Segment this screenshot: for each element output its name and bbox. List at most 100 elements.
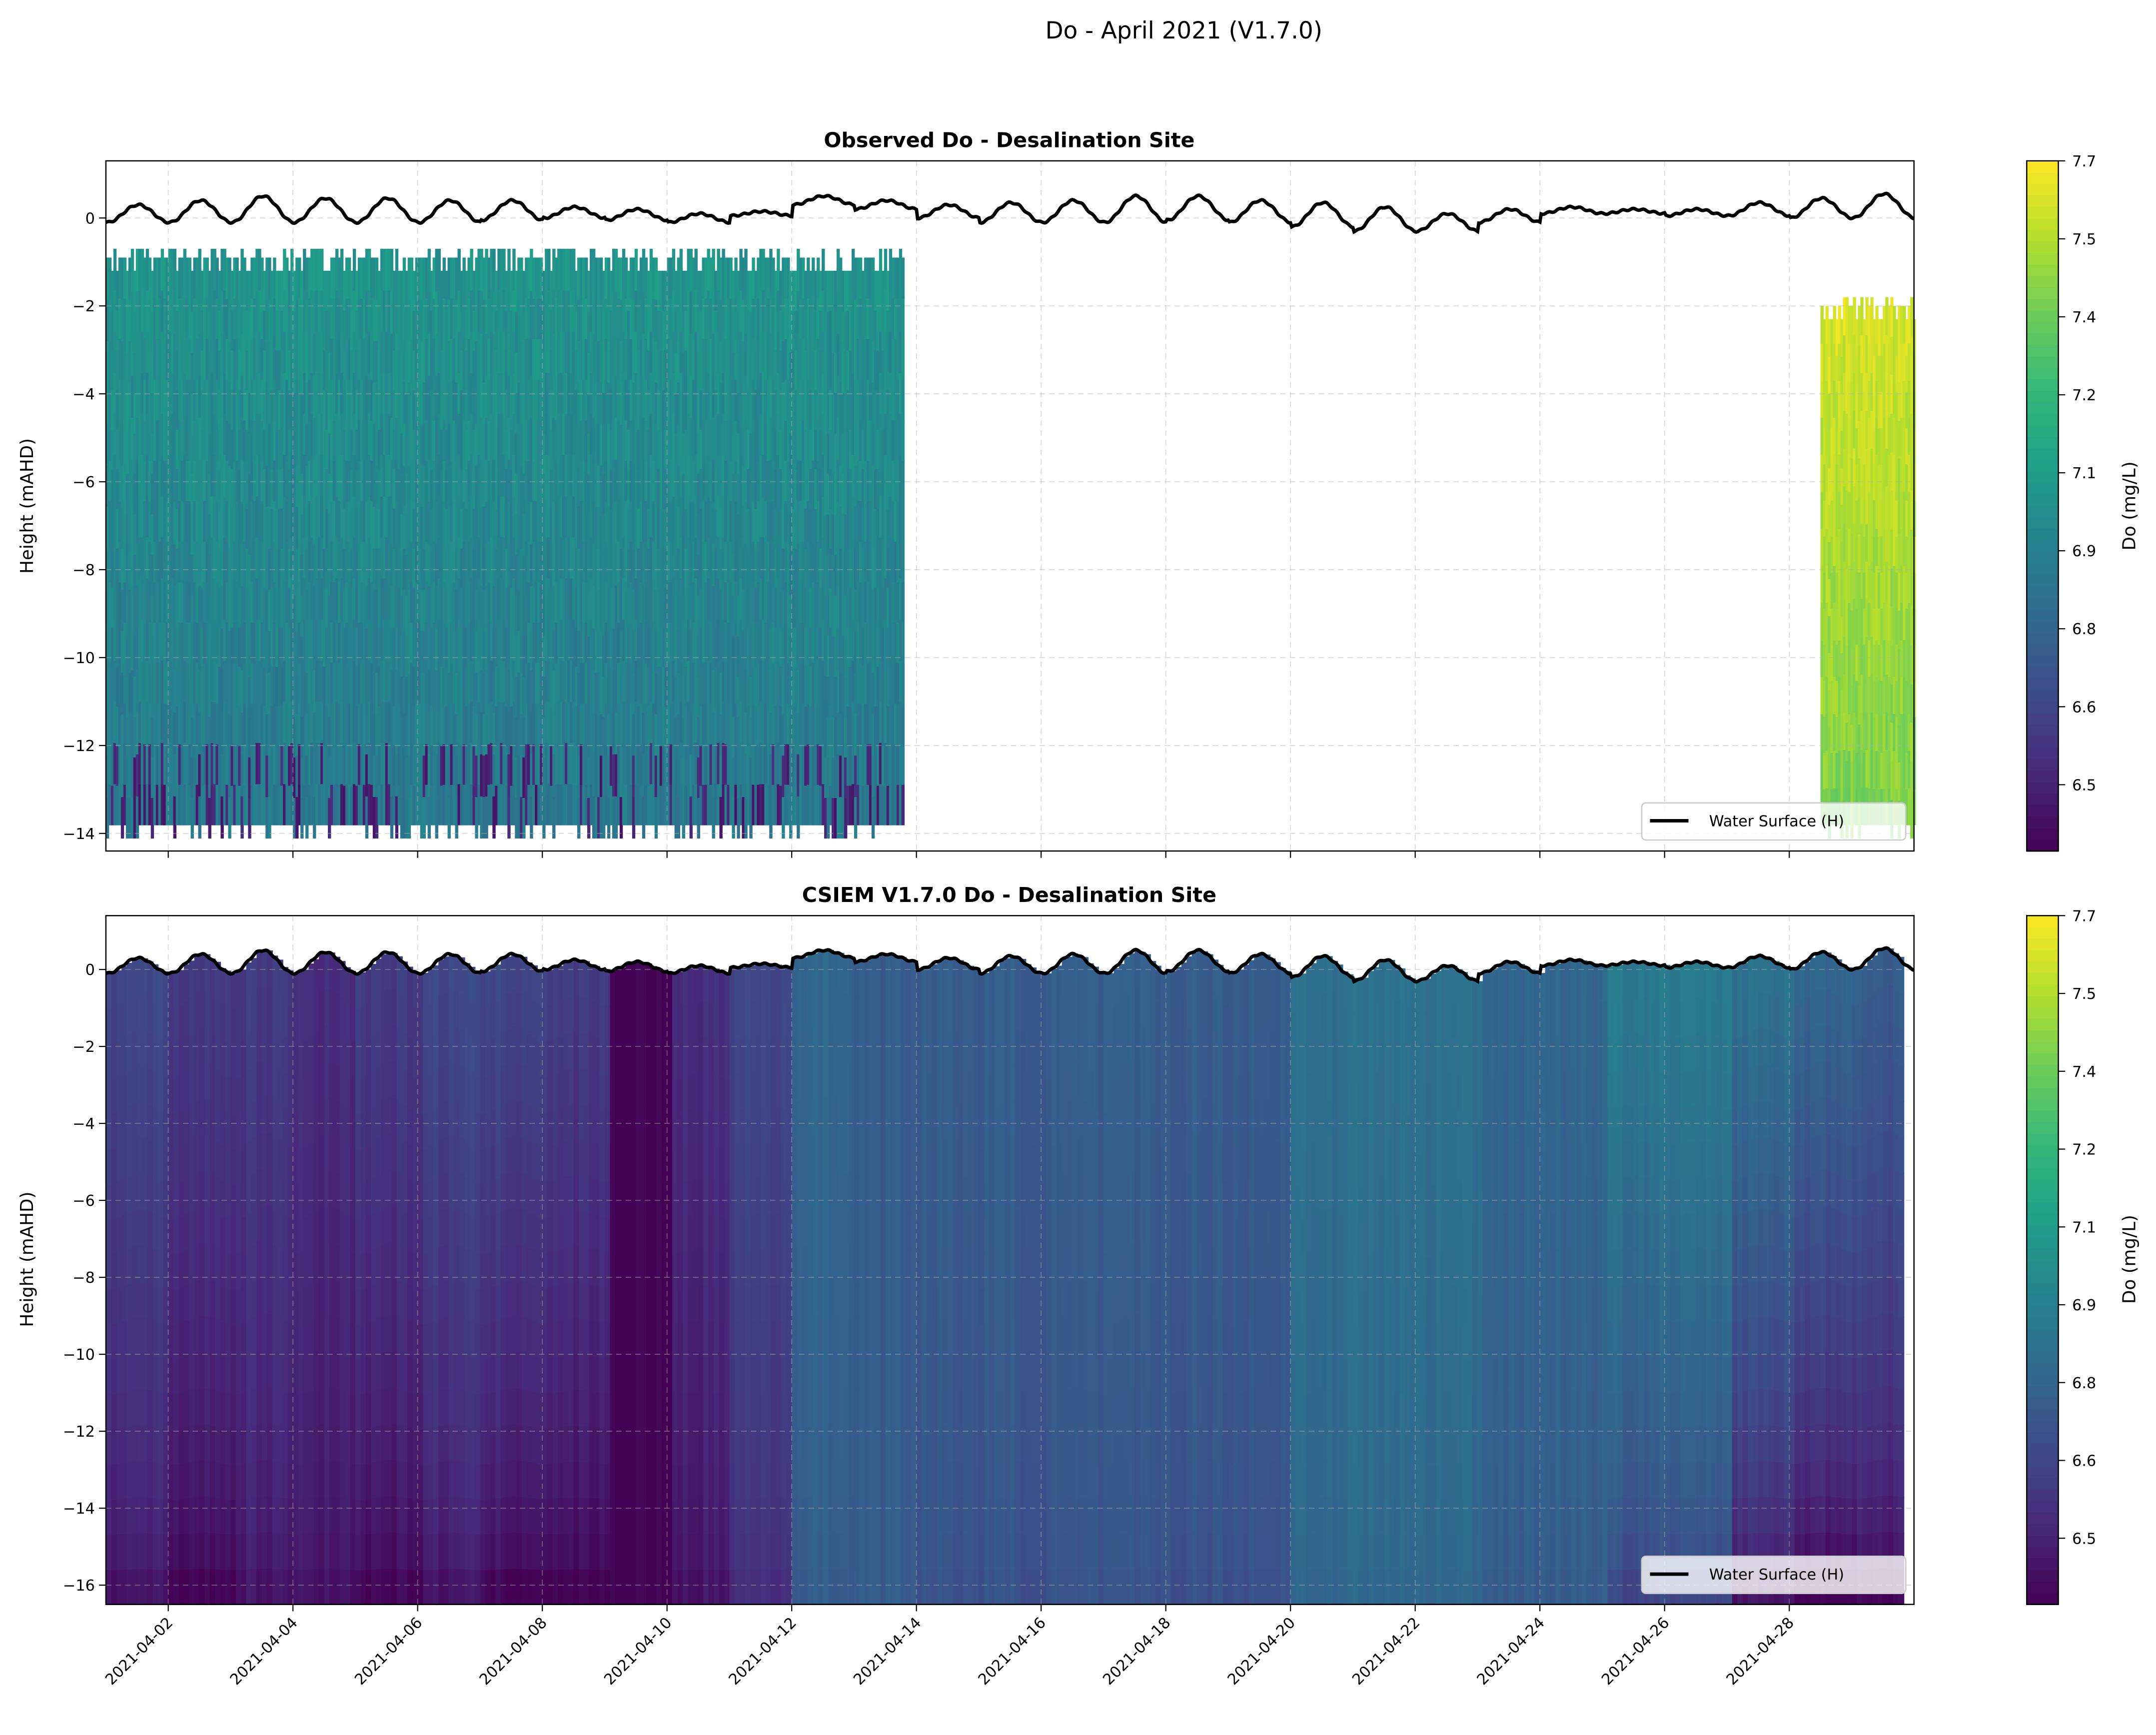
heatmap-cell: [782, 299, 785, 341]
heatmap-cell: [692, 784, 695, 826]
heatmap-cell: [173, 754, 177, 797]
heatmap-cell: [722, 742, 725, 785]
heatmap-cell: [597, 713, 601, 756]
heatmap-cell: [752, 379, 755, 421]
heatmap-cell: [210, 537, 214, 579]
heatmap-cell: [402, 423, 406, 466]
heatmap-cell: [238, 350, 241, 390]
heatmap-cell: [482, 506, 486, 549]
heatmap-cell: [268, 672, 271, 715]
heatmap-cell: [869, 257, 873, 299]
heatmap-cell: [886, 666, 890, 707]
heatmap-cell: [440, 389, 443, 430]
heatmap-cell: [679, 660, 683, 702]
heatmap-cell: [512, 578, 516, 620]
heatmap-cell: [455, 257, 458, 300]
heatmap-cell: [667, 784, 671, 826]
heatmap-cell: [779, 666, 783, 707]
heatmap-cell: [255, 619, 259, 661]
heatmap-cell: [340, 537, 344, 579]
heatmap-cell: [260, 500, 264, 542]
heatmap-cell: [482, 672, 486, 715]
heatmap-cell: [440, 745, 443, 786]
heatmap-cell: [298, 500, 301, 542]
heatmap-cell: [699, 706, 703, 747]
heatmap-cell: [415, 338, 419, 380]
heatmap-cell: [555, 662, 558, 704]
heatmap-cell: [577, 465, 581, 507]
heatmap-cell: [532, 298, 536, 339]
heatmap-cell: [427, 417, 431, 460]
heatmap-cell: [283, 619, 286, 661]
heatmap-cell: [430, 745, 433, 786]
heatmap-cell: [165, 257, 169, 299]
heatmap-cell: [609, 350, 613, 390]
heatmap-cell: [1868, 713, 1871, 752]
heatmap-cell: [195, 541, 199, 583]
heatmap-cell: [180, 338, 184, 380]
heatmap-cell: [450, 784, 453, 826]
heatmap-cell: [707, 495, 710, 538]
heatmap-cell: [480, 417, 483, 460]
heatmap-cell: [500, 660, 503, 702]
heatmap-cell: [849, 627, 853, 667]
heatmap-cell: [462, 784, 466, 826]
heatmap-cell: [839, 506, 843, 549]
heatmap-cell: [792, 785, 795, 826]
heatmap-cell: [799, 419, 803, 461]
heatmap-cell: [667, 662, 671, 704]
heatmap-cell: [402, 548, 406, 590]
heatmap-cell: [784, 541, 788, 583]
heatmap-cell: [437, 331, 441, 373]
heatmap-cell: [1823, 355, 1826, 392]
heatmap-cell: [891, 379, 895, 421]
heatmap-cell: [565, 742, 568, 785]
heatmap-cell: [300, 595, 304, 636]
heatmap-cell: [120, 713, 124, 756]
heatmap-cell: [684, 468, 688, 509]
heatmap-cell: [599, 548, 603, 590]
heatmap-cell: [290, 454, 294, 497]
heatmap-cell: [649, 742, 653, 785]
heatmap-cell: [490, 701, 493, 743]
heatmap-cell: [500, 454, 503, 497]
heatmap-cell: [572, 454, 576, 497]
heatmap-cell: [1885, 297, 1889, 336]
heatmap-cell: [749, 757, 753, 798]
heatmap-cell: [774, 429, 778, 470]
heatmap-cell: [854, 465, 858, 507]
heatmap-cell: [837, 754, 840, 797]
heatmap-cell: [330, 500, 334, 542]
heatmap-cell: [672, 537, 676, 579]
heatmap-cell: [567, 742, 571, 785]
heatmap-cell: [113, 495, 117, 538]
heatmap-cell: [135, 375, 139, 418]
heatmap-cell: [447, 340, 451, 383]
heatmap-cell: [802, 703, 805, 745]
heatmap-cell: [604, 662, 608, 704]
heatmap-cell: [1905, 319, 1909, 356]
heatmap-cell: [662, 270, 666, 311]
heatmap-cell: [230, 350, 234, 390]
heatmap-cell: [435, 291, 438, 334]
heatmap-cell: [305, 548, 309, 590]
heatmap-cell: [367, 413, 371, 455]
heatmap-cell: [318, 783, 321, 826]
heatmap-cell: [654, 340, 658, 383]
heatmap-cell: [240, 585, 244, 628]
heatmap-cell: [515, 473, 518, 515]
heatmap-cell: [572, 413, 576, 455]
heatmap-cell: [198, 333, 201, 376]
heatmap-cell: [639, 460, 643, 502]
heatmap-cell: [377, 627, 381, 667]
heatmap-cell: [687, 495, 690, 538]
heatmap-cell: [602, 635, 606, 677]
heatmap-cell: [749, 270, 753, 312]
heatmap-cell: [218, 350, 221, 390]
heatmap-cell: [674, 433, 678, 474]
heatmap-cell: [340, 413, 344, 455]
heatmap-cell: [889, 619, 893, 661]
heatmap-cell: [1900, 713, 1904, 752]
heatmap-cell: [545, 331, 548, 373]
heatmap-cell: [876, 350, 880, 390]
